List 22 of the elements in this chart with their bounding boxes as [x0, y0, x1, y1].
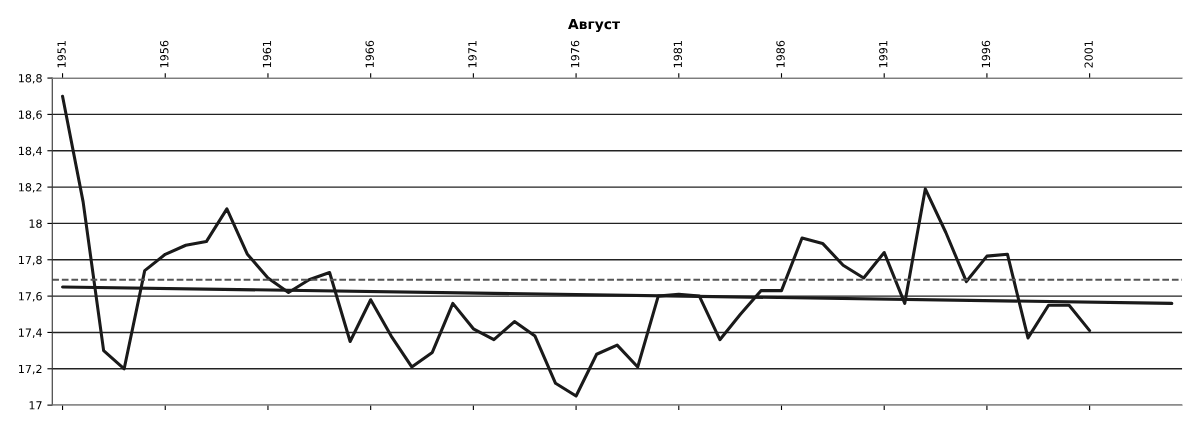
x-tick-label: 1966 [365, 40, 374, 68]
y-tick-label: 18,2 [19, 183, 42, 193]
x-tick-label: 1981 [673, 41, 683, 68]
x-tick-label: 1956 [160, 40, 169, 68]
x-tick-label: 1971 [468, 41, 477, 68]
x-tick-label: 1951 [57, 41, 66, 68]
chart-title: Август [568, 18, 620, 33]
y-tick-label: 18,8 [19, 74, 42, 84]
y-tick-label: 18,6 [19, 110, 42, 120]
x-tick-label: 1961 [262, 41, 272, 68]
y-tick-label: 17 [29, 401, 42, 410]
y-tick-label: 17,4 [19, 328, 42, 338]
y-tick-label: 17,6 [19, 292, 42, 302]
x-tick-label: 1976 [570, 40, 580, 68]
y-tick-label: 17,8 [19, 255, 42, 266]
x-tick-label: 1991 [879, 41, 888, 68]
x-tick-label: 1986 [776, 40, 785, 68]
y-tick-label: 18 [29, 219, 42, 228]
y-tick-label: 17,2 [19, 364, 42, 375]
x-tick-label: 1996 [981, 40, 991, 68]
y-tick-label: 18,4 [19, 146, 42, 157]
x-tick-label: 2001 [1084, 41, 1093, 68]
